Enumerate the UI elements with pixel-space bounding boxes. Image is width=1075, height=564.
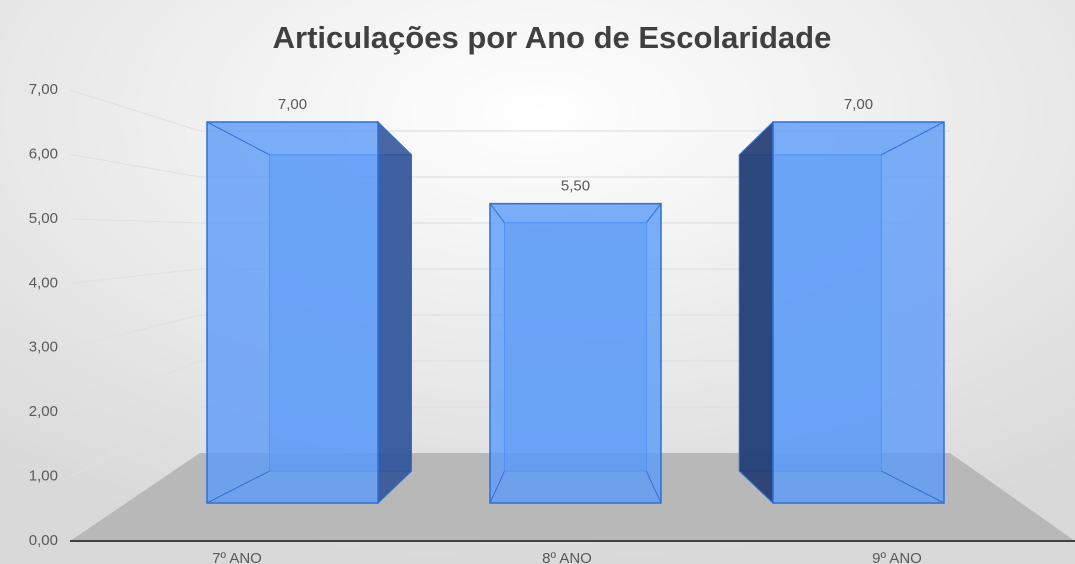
x-tick-label: 9º ANO (872, 550, 922, 564)
bar (206, 121, 379, 504)
bar-edge (377, 470, 412, 504)
grid-line (69, 406, 201, 478)
grid-line (69, 314, 201, 349)
bar-edge (489, 203, 505, 223)
grid-line (69, 153, 201, 178)
y-tick-label: 5,00 (29, 210, 58, 227)
bar-edge (377, 121, 412, 156)
bar (489, 202, 662, 504)
y-tick-label: 4,00 (29, 274, 58, 291)
y-tick-label: 6,00 (29, 145, 58, 162)
bar-edge (738, 470, 774, 504)
bar (772, 121, 945, 504)
bar-edge (206, 470, 270, 504)
bar-side (377, 120, 412, 505)
x-tick-label: 7º ANO (212, 550, 262, 564)
y-tick-label: 3,00 (29, 339, 58, 356)
bar-edge (738, 121, 774, 156)
y-tick-label: 0,00 (29, 532, 58, 549)
bar-edge (489, 470, 505, 504)
grid-line (69, 218, 201, 224)
x-tick-label: 8º ANO (542, 550, 592, 564)
bar-edge (881, 470, 945, 504)
y-tick-label: 1,00 (29, 468, 58, 485)
data-label: 5,50 (561, 178, 590, 195)
bar-edge (645, 203, 662, 223)
grid-line (69, 89, 201, 132)
data-label: 7,00 (844, 96, 873, 113)
chart-title: Articulações por Ano de Escolaridade (273, 20, 832, 55)
data-label: 7,00 (278, 96, 307, 113)
bar-side (738, 120, 774, 505)
grid-line (69, 268, 201, 284)
grid-line (69, 360, 201, 413)
y-tick-label: 7,00 (29, 81, 58, 98)
bar-edge (645, 470, 662, 504)
y-tick-label: 2,00 (29, 403, 58, 420)
bar-edge (881, 121, 945, 156)
bar-edge (206, 121, 270, 156)
